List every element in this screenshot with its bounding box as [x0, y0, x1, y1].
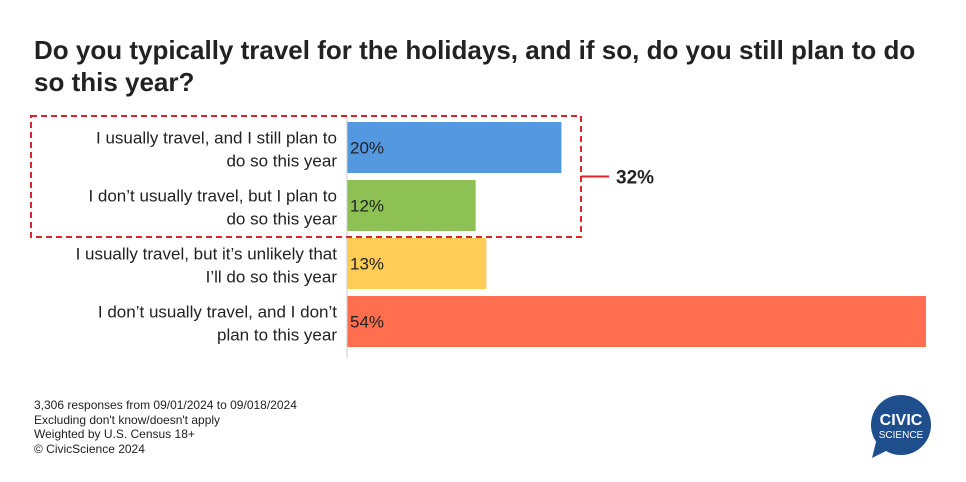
category-label-1-1: do so this year — [226, 210, 337, 229]
bar-2 — [347, 238, 487, 289]
logo-word-science: SCIENCE — [879, 430, 924, 441]
category-label-2-0: I usually travel, but it’s unlikely that — [76, 245, 338, 264]
category-label-3-1: plan to this year — [217, 326, 337, 345]
logo-tail — [872, 442, 890, 458]
value-label-2: 13% — [350, 255, 384, 274]
value-label-0: 20% — [350, 139, 384, 158]
category-label-3-0: I don’t usually travel, and I don’t — [98, 303, 337, 322]
chart-title: Do you typically travel for the holidays… — [34, 35, 916, 97]
civicscience-logo: CIVIC SCIENCE — [871, 395, 931, 458]
bar-0 — [347, 122, 562, 173]
category-label-0-0: I usually travel, and I still plan to — [96, 129, 337, 148]
bar-1 — [347, 180, 476, 231]
value-label-3: 54% — [350, 313, 384, 332]
category-label-0-1: do so this year — [226, 152, 337, 171]
logo-word-civic: CIVIC — [880, 412, 923, 429]
footer-exclusion: Excluding don't know/doesn't apply — [34, 412, 221, 427]
bar-3 — [347, 296, 926, 347]
category-label-2-1: I’ll do so this year — [206, 268, 338, 287]
category-label-1-0: I don’t usually travel, but I plan to — [88, 187, 337, 206]
logo-circle — [871, 395, 931, 455]
footer-copyright: © CivicScience 2024 — [34, 441, 145, 456]
annotation-label: 32% — [616, 168, 654, 189]
footer-weighting: Weighted by U.S. Census 18+ — [34, 427, 195, 441]
chart-footer: 3,306 responses from 09/01/2024 to 09/01… — [34, 398, 297, 456]
footer-responses: 3,306 responses from 09/01/2024 to 09/01… — [34, 398, 297, 412]
value-label-1: 12% — [350, 197, 384, 216]
